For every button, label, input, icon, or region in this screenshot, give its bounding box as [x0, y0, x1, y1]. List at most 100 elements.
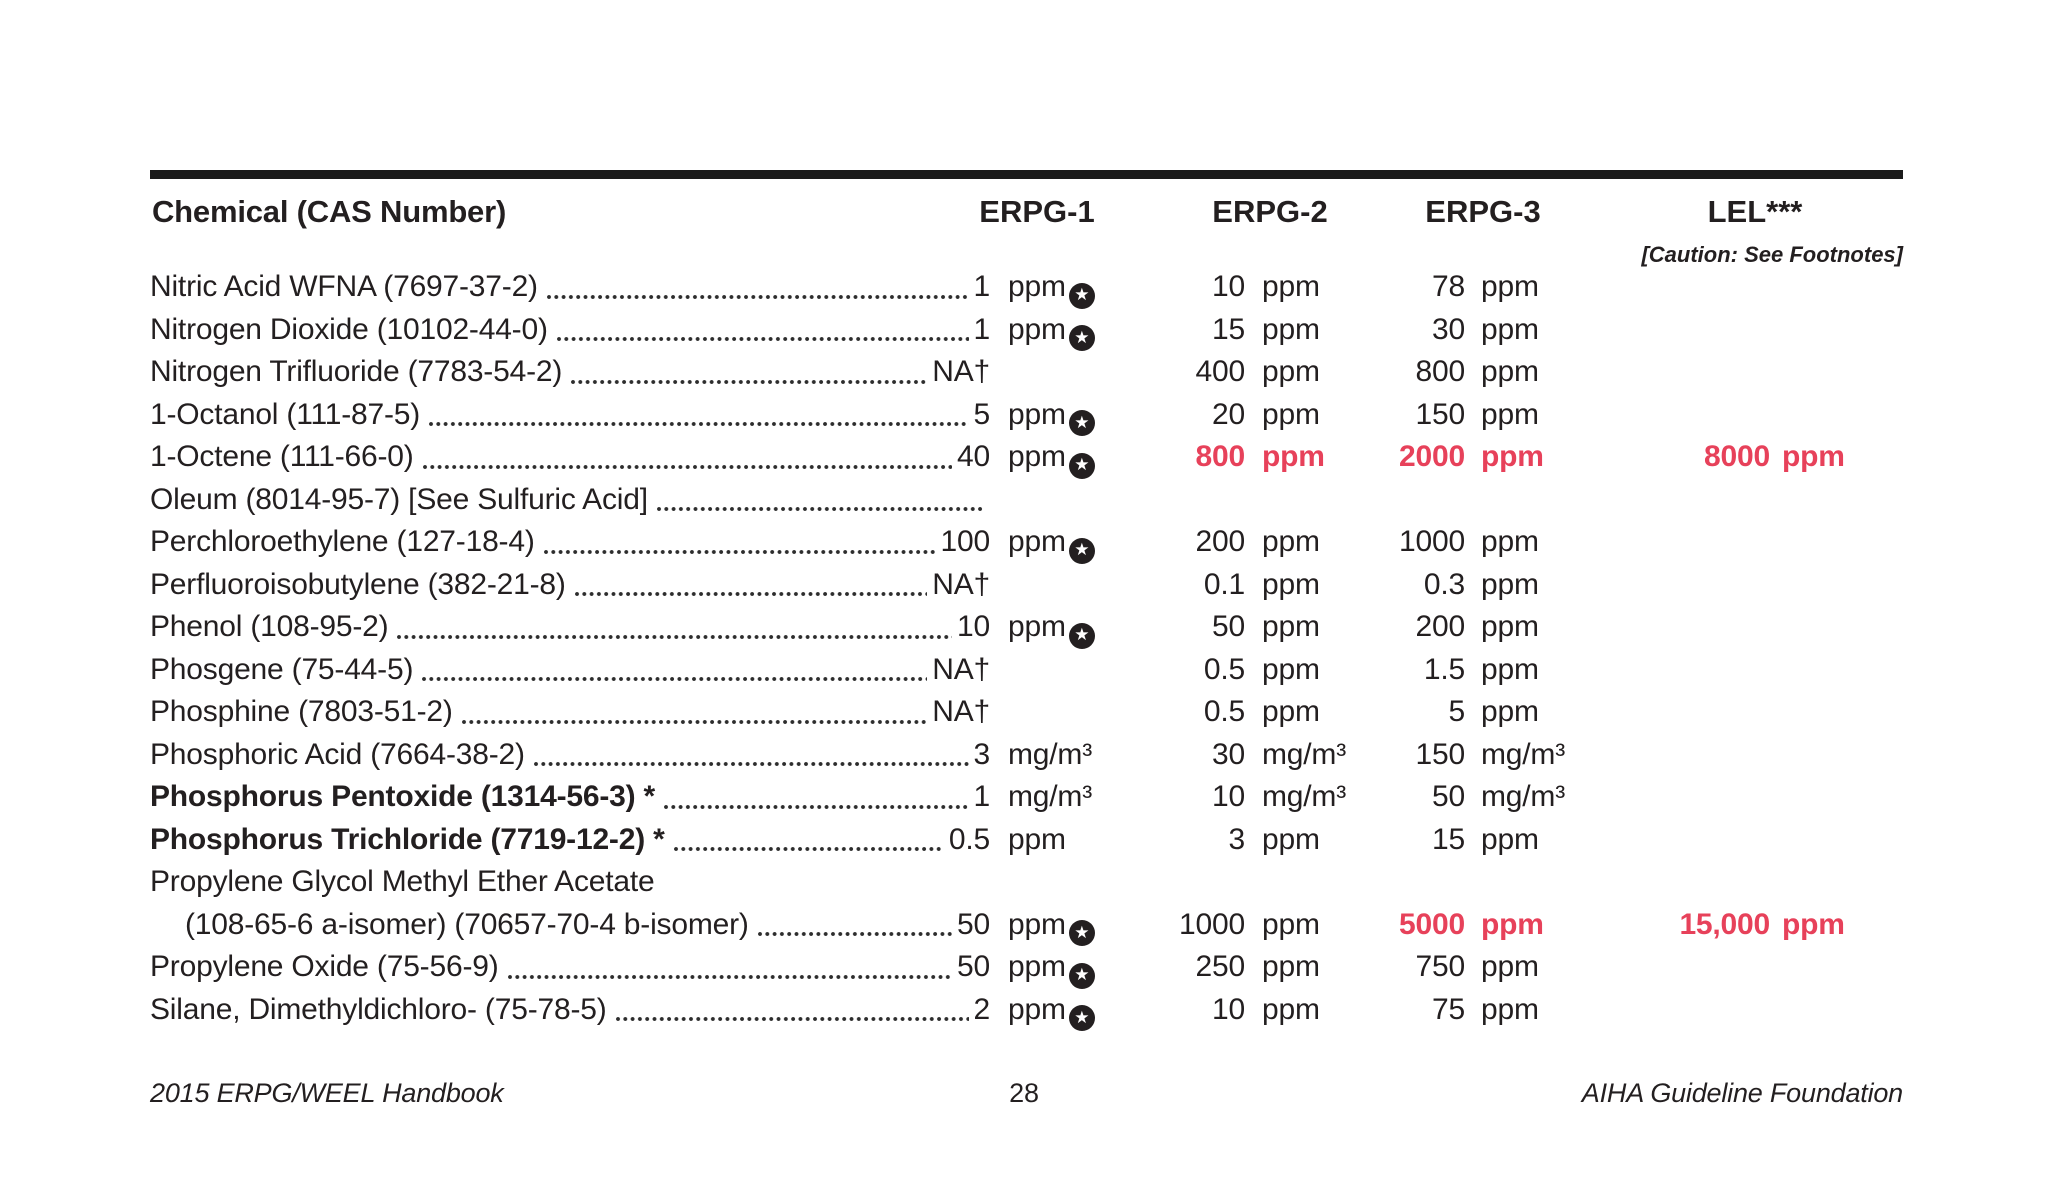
erpg2-value: 0.5: [1203, 695, 1245, 728]
erpg1-value: 40: [957, 440, 990, 473]
erpg3-unit: [1481, 479, 1590, 522]
gap: [1465, 564, 1481, 607]
erpg2-value: 800: [1195, 440, 1246, 473]
chemical-name: Nitrogen Trifluoride (7783-54-2): [150, 355, 563, 388]
circled-star-icon: ★: [1068, 282, 1095, 309]
erpg3-value: 750: [1415, 950, 1466, 983]
footer-handbook-title: 2015 ERPG/WEEL Handbook: [150, 1078, 504, 1108]
dot-leader: [757, 932, 953, 936]
lel-unit: ppm: [1782, 907, 1845, 941]
erpg1-unit: [1008, 479, 1148, 522]
chemical-cell: Nitrogen Dioxide (10102-44-0) 1: [150, 309, 990, 352]
lel-unit: [1782, 819, 1903, 862]
erpg1-value: 50: [957, 907, 990, 941]
chemical-name: 1-Octene (111-66-0): [150, 440, 414, 473]
erpg1-unit: [1008, 861, 1148, 904]
chemical-name: Oleum (8014-95-7) [See Sulfuric Acid]: [150, 482, 648, 516]
table-row: Nitrogen Dioxide (10102-44-0) 1 ppm ★ 15 …: [150, 309, 1903, 352]
gap: [1770, 266, 1782, 309]
gap: [1465, 691, 1481, 734]
chemical-cell: 1-Octene (111-66-0) 40: [150, 436, 990, 479]
erpg2-unit: ppm: [1262, 907, 1320, 941]
circled-star-icon: ★: [1068, 410, 1095, 436]
erpg1-unit: mg/m³: [1008, 780, 1092, 813]
erpg1-unit: ppm ★: [1008, 521, 1148, 564]
gap: [1770, 776, 1782, 819]
erpg2-unit: ppm: [1262, 312, 1320, 346]
erpg2-value: 250: [1195, 950, 1246, 983]
circled-star-icon: ★: [1068, 452, 1095, 479]
erpg1-unit: ppm ★: [1008, 606, 1148, 649]
header-erpg3: ERPG-3: [1425, 194, 1541, 229]
dot-leader: [429, 422, 969, 426]
gap: [1770, 904, 1782, 947]
table-row: Silane, Dimethyldichloro- (75-78-5) 2 pp…: [150, 989, 1903, 1032]
chemical-name: Phosphorus Pentoxide (1314-56-3) *: [150, 780, 656, 813]
gap: [1245, 436, 1262, 479]
gap: [1245, 819, 1262, 862]
erpg3-unit: ppm: [1481, 652, 1539, 686]
gap: [1770, 734, 1782, 777]
gap: [1770, 606, 1782, 649]
chemical-name: Perchloroethylene (127-18-4): [150, 525, 535, 558]
gap: [1465, 776, 1481, 819]
erpg1-unit: ppm ★: [1008, 989, 1148, 1031]
dot-leader: [543, 549, 936, 554]
erpg1-value: 5: [973, 397, 991, 431]
erpg1-value: 3: [973, 737, 991, 771]
erpg2-value: 3: [1228, 822, 1246, 856]
erpg3-value: 30: [1432, 312, 1465, 346]
lel-value: [1590, 521, 1770, 564]
chemical-cell: Perfluoroisobutylene (382-21-8) NA†: [150, 564, 990, 607]
erpg1-value: 100: [940, 525, 991, 558]
chemical-name: (108-65-6 a-isomer) (70657-70-4 b-isomer…: [185, 907, 749, 941]
gap: [990, 776, 1008, 819]
table-top-rule: [150, 170, 1903, 179]
erpg1-unit: [1008, 351, 1148, 394]
chemical-name: Silane, Dimethyldichloro- (75-78-5): [150, 992, 607, 1026]
lel-unit: [1782, 564, 1903, 607]
erpg1-unit: ppm ★: [1008, 309, 1148, 351]
gap: [1245, 904, 1262, 947]
erpg3-value: 200: [1415, 610, 1466, 643]
gap: [990, 521, 1008, 564]
gap: [990, 861, 1008, 904]
page-content: Chemical (CAS Number) ERPG-1 ERPG-2 ERPG…: [150, 0, 1903, 1177]
erpg2-value: 1000: [1179, 907, 1245, 941]
lel-value: [1590, 776, 1770, 819]
gap: [1465, 861, 1481, 904]
gap: [1245, 564, 1262, 607]
gap: [1245, 266, 1262, 309]
gap: [1465, 649, 1481, 692]
lel-unit: [1782, 861, 1903, 904]
erpg3-unit: ppm: [1481, 270, 1539, 303]
gap: [990, 394, 1008, 437]
chemical-cell: Propylene Glycol Methyl Ether Acetate: [150, 861, 990, 904]
gap: [1770, 649, 1782, 692]
erpg2-value: 50: [1212, 610, 1245, 643]
erpg2-unit: ppm: [1262, 397, 1320, 431]
erpg3-value: 800: [1415, 355, 1466, 388]
erpg2-unit: ppm: [1262, 822, 1320, 856]
erpg2-value: 0.5: [1203, 652, 1245, 686]
chemical-cell: Oleum (8014-95-7) [See Sulfuric Acid]: [150, 479, 990, 522]
lel-value: [1590, 351, 1770, 394]
table-row: Phosphorus Pentoxide (1314-56-3) * 1 mg/…: [150, 776, 1903, 819]
gap: [1245, 351, 1262, 394]
chemical-cell: Propylene Oxide (75-56-9) 50: [150, 946, 990, 989]
lel-unit: [1782, 946, 1903, 989]
lel-unit: [1782, 691, 1903, 734]
erpg3-unit: ppm: [1481, 950, 1539, 983]
lel-unit: [1782, 521, 1903, 564]
lel-unit: [1782, 989, 1903, 1032]
chemical-cell: Nitric Acid WFNA (7697-37-2) 1: [150, 266, 990, 309]
gap: [1770, 989, 1782, 1032]
lel-unit: [1782, 776, 1903, 819]
erpg1-value: 10: [957, 610, 990, 643]
erpg3-unit: mg/m³: [1481, 780, 1565, 813]
chemical-name: Phenol (108-95-2): [150, 610, 389, 643]
gap: [990, 564, 1008, 607]
lel-value: [1590, 649, 1770, 692]
table-row: Perchloroethylene (127-18-4) 100 ppm ★ 20…: [150, 521, 1903, 564]
erpg3-value: 5000: [1399, 907, 1465, 941]
